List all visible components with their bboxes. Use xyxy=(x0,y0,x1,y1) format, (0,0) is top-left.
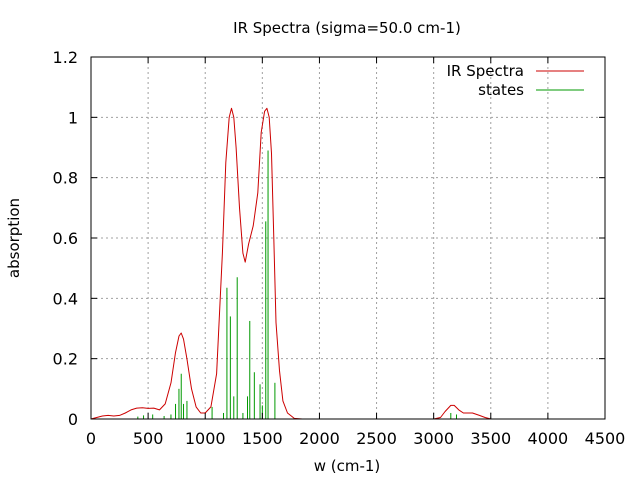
y-axis-label: absorption xyxy=(5,198,23,278)
y-tick-label: 0.6 xyxy=(53,229,78,248)
y-tick-label: 0.2 xyxy=(53,350,78,369)
x-tick-label: 2000 xyxy=(299,429,340,448)
y-tick-label: 0.8 xyxy=(53,169,78,188)
x-tick-label: 1500 xyxy=(242,429,283,448)
x-tick-label: 0 xyxy=(86,429,96,448)
legend: IR Spectra states xyxy=(447,62,584,99)
y-tick-label: 1 xyxy=(68,108,78,127)
y-tick-label: 0 xyxy=(68,410,78,429)
x-tick-label: 3500 xyxy=(470,429,511,448)
y-tick-label: 1.2 xyxy=(53,48,78,67)
grid-layer xyxy=(91,57,605,419)
x-tick-label: 3000 xyxy=(413,429,454,448)
x-tick-label: 2500 xyxy=(356,429,397,448)
legend-entry-ir-spectra-label: IR Spectra xyxy=(447,62,524,80)
x-tick-label: 1000 xyxy=(185,429,226,448)
ir-spectra-line xyxy=(90,107,605,420)
x-tick-label: 4500 xyxy=(585,429,626,448)
tick-layer: 0 500 1000 1500 2000 2500 3000 3500 4000 4500 0 0.2… xyxy=(53,48,626,448)
legend-entry-states-label: states xyxy=(478,81,524,99)
chart-title: IR Spectra (sigma=50.0 cm-1) xyxy=(233,19,461,37)
x-tick-label: 4000 xyxy=(528,429,569,448)
y-tick-label: 0.4 xyxy=(53,289,78,308)
x-tick-label: 500 xyxy=(133,429,164,448)
x-axis-label: w (cm-1) xyxy=(314,457,381,475)
